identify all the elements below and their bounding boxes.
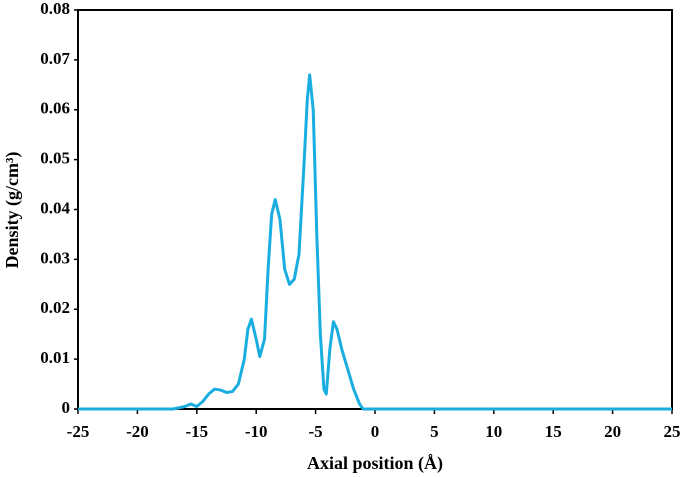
- x-tick-label: 0: [371, 422, 380, 441]
- x-tick-label: -10: [245, 422, 268, 441]
- x-tick-label: -20: [126, 422, 149, 441]
- y-tick-label: 0: [62, 398, 71, 417]
- data-line: [78, 73, 672, 411]
- x-tick-label: -15: [185, 422, 208, 441]
- x-tick-label: 5: [430, 422, 439, 441]
- y-tick-label: 0.07: [40, 49, 70, 68]
- x-axis-title: Axial position (Å): [307, 453, 443, 474]
- x-tick-label: -25: [67, 422, 90, 441]
- y-axis-title: Density (g/cm³): [2, 152, 23, 269]
- y-tick-label: 0.05: [40, 149, 70, 168]
- y-tick-label: 0.06: [40, 99, 70, 118]
- x-tick-label: 10: [485, 422, 502, 441]
- x-tick-label: 20: [604, 422, 621, 441]
- x-tick-label: 25: [664, 422, 681, 441]
- y-tick-label: 0.03: [40, 248, 70, 267]
- x-tick-label: 15: [545, 422, 562, 441]
- y-tick-label: 0.08: [40, 0, 70, 18]
- x-tick-label: -5: [309, 422, 323, 441]
- y-tick-label: 0.04: [40, 198, 70, 217]
- plot-frame: [77, 9, 673, 410]
- y-tick-label: 0.02: [40, 298, 70, 317]
- y-tick-label: 0.01: [40, 348, 70, 367]
